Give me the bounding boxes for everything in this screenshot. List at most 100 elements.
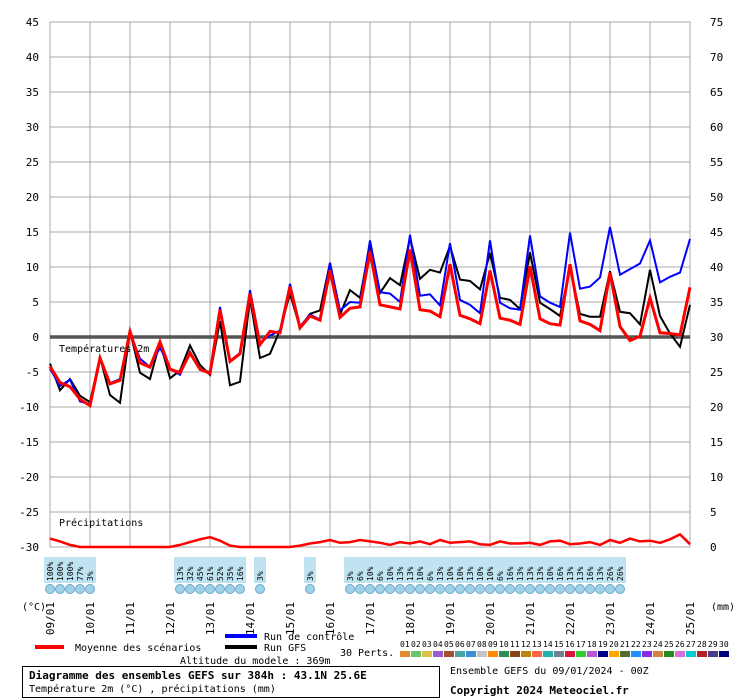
date-tick-label: 09/01 (44, 602, 57, 635)
perturbation-number: 07 (466, 640, 476, 649)
probability-bar (444, 557, 456, 583)
perturbation-number: 16 (565, 640, 575, 649)
date-axis: 09/01 10/01 11/01 12/01 13/01 14/01 15/01 16/01… (44, 602, 697, 635)
perturbation-swatch (455, 651, 465, 657)
rain-drop-icon (215, 584, 225, 594)
legend: Moyenne des scénarios Run de contrôle Ru… (35, 631, 729, 667)
perturbation-number: 23 (642, 640, 652, 649)
date-tick-label: 25/01 (684, 602, 697, 635)
rain-drop-icon (465, 584, 475, 594)
rain-drop-icon (475, 584, 485, 594)
perturbation-number: 27 (686, 640, 696, 649)
probability-label: 16% (506, 566, 515, 581)
precip-tick-label: 45 (710, 226, 723, 239)
probability-label: 10% (386, 566, 395, 581)
probability-bar (514, 557, 526, 583)
perturbation-number: 11 (510, 640, 520, 649)
perturbation-swatch (708, 651, 718, 657)
perturbation-swatch (554, 651, 564, 657)
temp-tick-label: 30 (26, 121, 39, 134)
probability-label: 6% (376, 571, 385, 581)
probability-bar (424, 557, 436, 583)
probability-bar (344, 557, 356, 583)
rain-drop-icon (455, 584, 465, 594)
probability-bar (304, 557, 316, 583)
perturbation-number: 21 (620, 640, 630, 649)
rain-drop-icon (205, 584, 215, 594)
rain-drop-icon (375, 584, 385, 594)
mean-precipitation-line (49, 532, 691, 549)
rain-drop-icon (195, 584, 205, 594)
temp-tick-label: -20 (19, 471, 39, 484)
temp-tick-label: -10 (19, 401, 39, 414)
perturbation-legend: 01 02 03 04 05 06 07 08 09 10 11 12 13 14 15 16 17 18 19 20… (400, 640, 729, 657)
right-axis-unit: (mm) (711, 602, 735, 613)
date-tick-label: 13/01 (204, 602, 217, 635)
perturbation-number: 06 (455, 640, 465, 649)
perturbation-swatch (697, 651, 707, 657)
probability-label: 35% (226, 566, 235, 581)
temp-tick-label: 35 (26, 86, 39, 99)
probability-bar (174, 557, 186, 583)
precip-tick-label: 10 (710, 471, 723, 484)
rain-drop-icon (445, 584, 455, 594)
rain-drop-icon (585, 584, 595, 594)
perturbation-number: 14 (543, 640, 553, 649)
precipitation-probability-row: 100% 100% 100% 77% 3% 13% 32% 45% 61% 52% 35% 16% 3%… (44, 557, 626, 594)
rain-drop-icon (65, 584, 75, 594)
probability-bar (204, 557, 216, 583)
probability-bar (234, 557, 246, 583)
probability-label: 100% (46, 562, 55, 581)
precip-tick-label: 30 (710, 331, 723, 344)
precip-tick-label: 5 (710, 506, 717, 519)
rain-drop-icon (405, 584, 415, 594)
perturbation-swatch (587, 651, 597, 657)
probability-bar (564, 557, 576, 583)
precip-tick-label: 60 (710, 121, 723, 134)
rain-drop-icon (345, 584, 355, 594)
probability-bar (484, 557, 496, 583)
rain-drop-icon (555, 584, 565, 594)
rain-drop-icon (575, 584, 585, 594)
rain-drop-icon (565, 584, 575, 594)
perturbation-number: 04 (433, 640, 443, 649)
temp-tick-label: 10 (26, 261, 39, 274)
date-tick-label: 15/01 (284, 602, 297, 635)
date-tick-label: 24/01 (644, 602, 657, 635)
rain-drop-icon (395, 584, 405, 594)
rain-drop-icon (55, 584, 65, 594)
rain-drop-icon (185, 584, 195, 594)
perturbation-swatch (510, 651, 520, 657)
temperature-axis: 45 40 35 30 25 20 15 10 5 0 -5 -10 -15 -20 -25 -30 (19, 16, 39, 554)
perturbation-number: 26 (675, 640, 685, 649)
probability-bar (44, 557, 56, 583)
probability-label: 13% (576, 566, 585, 581)
probability-label: 100% (66, 562, 75, 581)
probability-bar (594, 557, 606, 583)
precip-tick-label: 70 (710, 51, 723, 64)
perturbation-swatch (444, 651, 454, 657)
probability-label: 10% (416, 566, 425, 581)
probability-bar (584, 557, 596, 583)
perturbation-swatch (620, 651, 630, 657)
perturbation-number: 10 (499, 640, 509, 649)
perturbation-swatch (565, 651, 575, 657)
rain-drop-icon (515, 584, 525, 594)
temp-tick-label: -25 (19, 506, 39, 519)
precip-tick-label: 55 (710, 156, 723, 169)
probability-label: 26% (616, 566, 625, 581)
probability-bar (74, 557, 86, 583)
model-altitude: Altitude du modele : 369m (180, 656, 331, 667)
temp-tick-label: -15 (19, 436, 39, 449)
probability-bar (354, 557, 366, 583)
perturbation-swatch (466, 651, 476, 657)
temp-tick-label: -30 (19, 541, 39, 554)
perturbation-swatch (598, 651, 608, 657)
precip-tick-label: 20 (710, 401, 723, 414)
precip-tick-label: 0 (710, 541, 717, 554)
perturbation-number: 09 (488, 640, 498, 649)
perturbation-swatch (477, 651, 487, 657)
probability-bar (394, 557, 406, 583)
temp-tick-label: -5 (26, 366, 39, 379)
perturbation-swatch (499, 651, 509, 657)
